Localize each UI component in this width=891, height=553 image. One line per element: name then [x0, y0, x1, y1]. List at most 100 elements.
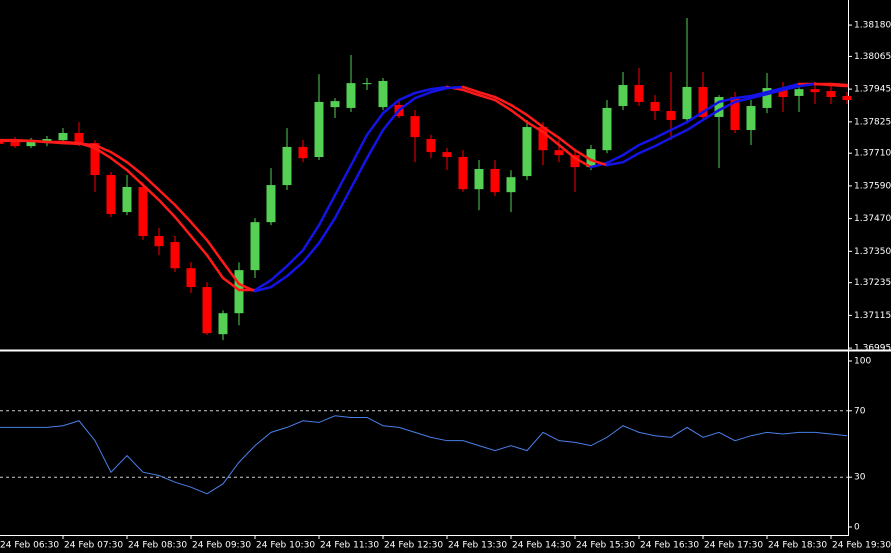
moving-average-segment [125, 160, 145, 177]
moving-average-segment [77, 142, 97, 147]
x-tick-label: 24 Feb 14:30 [512, 541, 571, 551]
moving-average-segment [749, 92, 769, 100]
candle-body [298, 146, 308, 159]
moving-average-segment [685, 118, 705, 132]
candle-body [826, 91, 836, 98]
candle-body [618, 85, 628, 107]
moving-average-segment [605, 160, 625, 167]
x-tick-label: 24 Feb 09:30 [192, 541, 251, 551]
candle-body [346, 83, 356, 108]
moving-average-segment [93, 143, 113, 154]
moving-average-segment [269, 274, 289, 289]
candle-body [202, 287, 212, 334]
moving-average-segment [637, 144, 657, 155]
y-tick-label: 1.36995 [854, 344, 891, 354]
x-tick-label: 24 Feb 16:30 [640, 541, 699, 551]
moving-average-segment [493, 95, 513, 107]
moving-average-segment [653, 136, 673, 148]
moving-average-segment [253, 285, 273, 293]
y-tick-label: 70 [854, 406, 866, 416]
x-tick-label: 24 Feb 12:30 [384, 541, 443, 551]
candle-body [490, 169, 500, 193]
x-tick-label: 24 Feb 06:30 [0, 541, 59, 551]
candle-body [266, 185, 276, 223]
moving-average-segment [333, 163, 353, 197]
moving-average-segment [445, 85, 465, 90]
x-tick-label: 24 Feb 17:30 [704, 541, 763, 551]
moving-average-segment [589, 158, 609, 167]
candle-body [426, 139, 436, 153]
y-tick-label: 1.37350 [854, 247, 891, 257]
x-tick-label: 24 Feb 08:30 [128, 541, 187, 551]
y-tick-label: 1.38065 [854, 52, 891, 62]
moving-average-segment [349, 133, 369, 167]
x-tick-label: 24 Feb 11:30 [320, 541, 379, 551]
candle-body [122, 186, 132, 213]
moving-average-segment [173, 215, 193, 238]
moving-average-segment [765, 88, 785, 96]
moving-average-segment [765, 86, 785, 94]
moving-average-segment [653, 128, 673, 140]
moving-average-segment [509, 108, 529, 124]
y-tick-label: 1.37710 [854, 149, 891, 159]
moving-average-segment [797, 82, 817, 88]
moving-average-segment [381, 108, 401, 132]
moving-average-segment [733, 96, 753, 104]
moving-average-segment [349, 156, 369, 190]
moving-average-segment [429, 85, 449, 91]
moving-average-segment [189, 220, 209, 242]
candle-body [282, 146, 292, 186]
candle-body [538, 127, 548, 151]
moving-average-segment [669, 128, 689, 140]
candle-body [410, 116, 420, 138]
x-tick-label: 24 Feb 18:30 [768, 541, 827, 551]
y-tick-label: 1.37115 [854, 311, 891, 321]
moving-average-segment [317, 193, 337, 227]
moving-average-segment [365, 128, 385, 160]
moving-average-segment [365, 111, 385, 137]
candle-body [378, 80, 388, 108]
candle-body [522, 127, 532, 177]
candle-body [26, 140, 36, 147]
x-tick-label: 24 Feb 10:30 [256, 541, 315, 551]
oscillator-line [0, 415, 848, 495]
x-tick-label: 24 Feb 07:30 [64, 541, 123, 551]
candle-body [842, 95, 852, 101]
moving-average-segment [525, 120, 545, 134]
moving-average-segment [509, 103, 529, 117]
moving-average-segment [109, 150, 129, 164]
candle-body [650, 101, 660, 111]
candle-body [682, 86, 692, 120]
moving-average-segment [301, 241, 321, 264]
moving-average-segment [413, 87, 433, 95]
candle-body [666, 110, 676, 120]
moving-average-segment [173, 203, 193, 224]
candle-body [794, 89, 804, 96]
candle-body [506, 177, 516, 193]
candle-body [730, 97, 740, 131]
moving-average-segment [189, 234, 209, 257]
candle-body [634, 85, 644, 102]
moving-average-segment [605, 153, 625, 165]
moving-average-segment [141, 183, 161, 202]
candle-body [698, 86, 708, 117]
y-tick-label: 1.37825 [854, 117, 891, 127]
candle-body [90, 143, 100, 175]
candle-body [314, 101, 324, 158]
candle-body [362, 83, 372, 85]
candle-body [74, 133, 84, 144]
moving-average-segment [541, 130, 561, 147]
moving-average-segment [269, 264, 289, 282]
y-tick-label: 1.37945 [854, 85, 891, 95]
moving-average-segment [429, 86, 449, 94]
candle-body [154, 236, 164, 247]
moving-average-segment [685, 110, 705, 124]
y-tick-label: 1.37470 [854, 214, 891, 224]
moving-average-segment [157, 198, 177, 219]
candle-body [106, 175, 116, 214]
candle-body [330, 101, 340, 108]
moving-average-segment [493, 98, 513, 112]
y-tick-label: 1.37590 [854, 181, 891, 191]
moving-average-segment [413, 90, 433, 100]
